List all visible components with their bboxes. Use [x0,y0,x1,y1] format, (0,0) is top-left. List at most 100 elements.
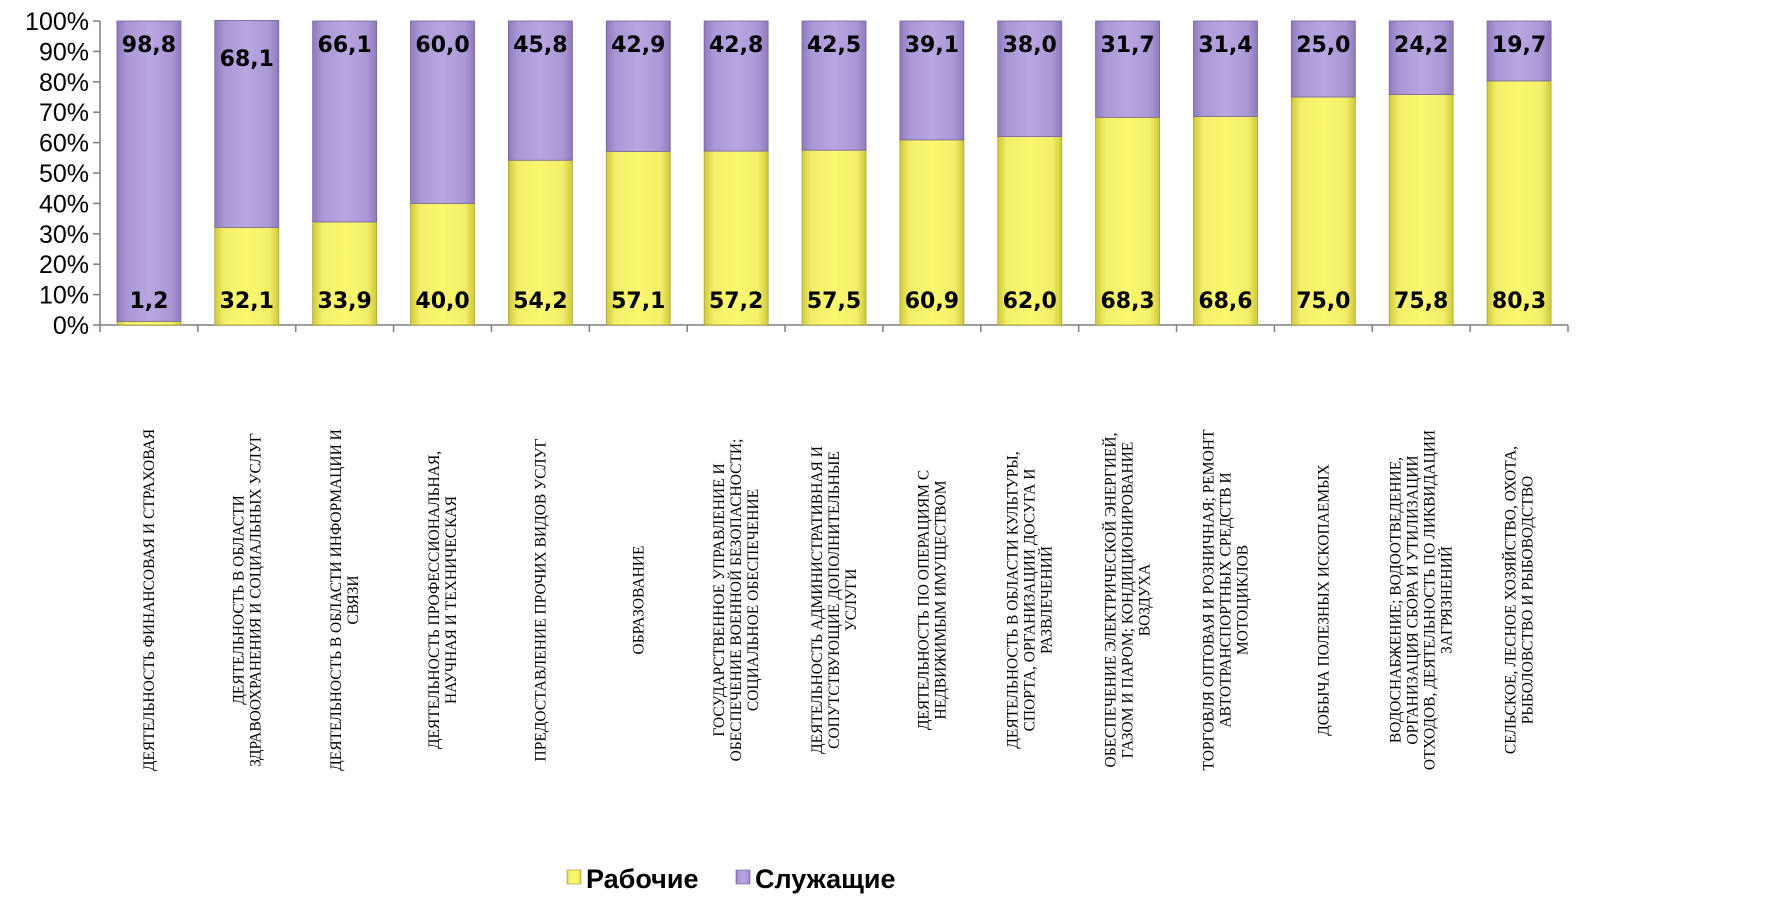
y-tick-label: 100% [25,8,89,36]
category-label: ДЕЯТЕЛЬНОСТЬ АДМИНИСТРАТИВНАЯ ИСОПУТСТВУ… [809,446,860,754]
data-label-workers: 75,8 [1394,289,1448,314]
bar-segment-employees [1193,20,1258,117]
svg-text:ОБЕСПЕЧЕНИЕ ЭЛЕКТРИЧЕСКОЙ ЭНЕР: ОБЕСПЕЧЕНИЕ ЭЛЕКТРИЧЕСКОЙ ЭНЕРГИЕЙ,ГАЗОМ… [1103,433,1154,768]
data-label-employees: 60,0 [415,33,469,58]
legend-label-employees: Служащие [755,864,896,894]
legend-item-workers: Рабочие [566,864,698,894]
svg-text:ГОСУДАРСТВЕННОЕ УПРАВЛЕНИЕ ИОБ: ГОСУДАРСТВЕННОЕ УПРАВЛЕНИЕ ИОБЕСПЕЧЕНИЕ … [711,439,762,762]
data-labels-layer: 1,2 98,8 32,1 68,1 33,9 66,1 40,0 60,0 54,2 45,8 5… [122,33,1546,314]
legend-item-employees: Служащие [735,864,896,894]
y-tick-label: 30% [39,221,89,249]
data-label-workers: 40,0 [415,289,469,314]
category-label: ОБРАЗОВАНИЕ [630,546,647,655]
y-tick-label: 70% [39,99,89,127]
legend-swatch-workers [566,869,582,885]
category-label: ДЕЯТЕЛЬНОСТЬ ПО ОПЕРАЦИЯМ СНЕДВИЖИМЫМ ИМ… [915,470,949,730]
data-label-employees: 24,2 [1394,33,1448,58]
bar-segment-employees [1095,20,1160,118]
bar-segment-workers [1388,94,1454,326]
category-label: СЕЛЬСКОЕ, ЛЕСНОЕ ХОЗЯЙСТВО, ОХОТА,РЫБОЛО… [1503,446,1537,754]
category-label: ДЕЯТЕЛЬНОСТЬ В ОБЛАСТИЗДРАВООХРАНЕНИЯ И … [230,433,264,767]
data-label-employees: 19,7 [1492,33,1546,58]
data-label-workers: 32,1 [220,289,274,314]
category-label: ВОДОСНАБЖЕНИЕ; ВОДООТВЕДЕНИЕ,ОРГАНИЗАЦИЯ… [1388,430,1456,770]
y-tick-label: 20% [39,251,89,279]
data-label-employees: 31,7 [1100,33,1154,58]
bar-segment-employees [410,20,475,204]
bar-segment-workers [703,150,769,326]
bar-segment-employees [214,19,280,228]
y-tick-label: 40% [39,190,89,218]
data-label-employees: 25,0 [1296,33,1350,58]
bar-segment-workers [605,151,671,326]
y-tick-label: 10% [39,282,89,310]
bar-segment-employees [899,20,965,141]
category-label: ДЕЯТЕЛЬНОСТЬ ФИНАНСОВАЯ И СТРАХОВАЯ [141,429,158,771]
svg-text:ТОРГОВЛЯ ОПТОВАЯ И РОЗНИЧНАЯ;: ТОРГОВЛЯ ОПТОВАЯ И РОЗНИЧНАЯ; РЕМОНТАВТО… [1200,429,1251,770]
bar-segment-workers [116,320,182,326]
data-label-workers: 1,2 [129,289,168,314]
bar-segment-workers [801,149,867,326]
bar-segment-workers [507,159,573,326]
category-label: ДОБЫЧА ПОЛЕЗНЫХ ИСКОПАЕМЫХ [1315,464,1332,736]
data-label-workers: 68,3 [1100,289,1154,314]
bar-segment-workers [899,139,965,326]
data-label-workers: 80,3 [1492,289,1546,314]
bar-segment-employees [703,20,769,152]
data-label-workers: 57,2 [709,289,763,314]
data-label-employees: 98,8 [122,33,176,58]
legend-label-workers: Рабочие [586,864,698,894]
bar-segment-employees [1388,20,1454,95]
svg-text:ОБРАЗОВАНИЕ: ОБРАЗОВАНИЕ [630,546,647,655]
data-label-workers: 60,9 [905,289,959,314]
svg-text:ПРЕДОСТАВЛЕНИЕ ПРОЧИХ ВИДОВ УС: ПРЕДОСТАВЛЕНИЕ ПРОЧИХ ВИДОВ УСЛУГ [532,438,549,761]
data-label-employees: 38,0 [1003,33,1057,58]
bar-segment-employees [507,20,573,161]
data-label-employees: 66,1 [318,33,372,58]
bar-segment-employees [116,20,182,322]
bar-segment-workers [410,202,475,326]
svg-text:ДЕЯТЕЛЬНОСТЬ ПО ОПЕРАЦИЯМ СНЕД: ДЕЯТЕЛЬНОСТЬ ПО ОПЕРАЦИЯМ СНЕДВИЖИМЫМ ИМ… [915,470,949,730]
data-label-workers: 62,0 [1003,289,1057,314]
svg-text:ДЕЯТЕЛЬНОСТЬ В ОБЛАСТИ ИНФОРМА: ДЕЯТЕЛЬНОСТЬ В ОБЛАСТИ ИНФОРМАЦИИ ИСВЯЗИ [328,429,362,771]
category-label: ГОСУДАРСТВЕННОЕ УПРАВЛЕНИЕ ИОБЕСПЕЧЕНИЕ … [711,439,762,762]
bar-segment-employees [997,20,1063,137]
bar-segment-employees [1290,20,1356,98]
y-tick-label: 90% [39,38,89,66]
svg-text:ВОДОСНАБЖЕНИЕ; ВОДООТВЕДЕНИЕ,О: ВОДОСНАБЖЕНИЕ; ВОДООТВЕДЕНИЕ,ОРГАНИЗАЦИЯ… [1388,430,1456,770]
bar-segment-workers [1193,116,1258,326]
y-tick-label: 50% [39,160,89,188]
bar-segment-workers [997,136,1063,326]
category-label: ОБЕСПЕЧЕНИЕ ЭЛЕКТРИЧЕСКОЙ ЭНЕРГИЕЙ,ГАЗОМ… [1103,433,1154,768]
data-label-workers: 33,9 [318,289,372,314]
svg-text:ДЕЯТЕЛЬНОСТЬ В ОБЛАСТИЗДРАВООХ: ДЕЯТЕЛЬНОСТЬ В ОБЛАСТИЗДРАВООХРАНЕНИЯ И … [230,433,264,767]
data-label-employees: 45,8 [513,33,567,58]
data-label-employees: 42,8 [709,33,763,58]
legend-swatch-employees [735,869,751,885]
bar-segment-employees [312,20,378,223]
svg-text:ДЕЯТЕЛЬНОСТЬ АДМИНИСТРАТИВНАЯ: ДЕЯТЕЛЬНОСТЬ АДМИНИСТРАТИВНАЯ ИСОПУТСТВУ… [809,446,860,754]
data-label-workers: 54,2 [513,289,567,314]
y-tick-label: 60% [39,130,89,158]
data-label-employees: 42,9 [611,33,665,58]
svg-text:ДЕЯТЕЛЬНОСТЬ В ОБЛАСТИ КУЛЬТУР: ДЕЯТЕЛЬНОСТЬ В ОБЛАСТИ КУЛЬТУРЫ,СПОРТА, … [1005,451,1056,748]
data-label-employees: 31,4 [1198,33,1252,58]
bar-segment-workers [214,227,280,326]
y-tick-label: 0% [53,312,89,340]
svg-text:ДЕЯТЕЛЬНОСТЬ ФИНАНСОВАЯ И СТРА: ДЕЯТЕЛЬНОСТЬ ФИНАНСОВАЯ И СТРАХОВАЯ [141,429,158,771]
data-label-employees: 68,1 [220,47,274,72]
data-label-employees: 39,1 [905,33,959,58]
data-label-workers: 57,1 [611,289,665,314]
bar-segment-workers [1486,80,1552,326]
category-label: ДЕЯТЕЛЬНОСТЬ ПРОФЕССИОНАЛЬНАЯ,НАУЧНАЯ И … [426,451,460,749]
data-label-workers: 68,6 [1198,289,1252,314]
bar-segment-workers [1095,116,1160,326]
bar-segment-workers [1290,96,1356,326]
category-label: ДЕЯТЕЛЬНОСТЬ В ОБЛАСТИ ИНФОРМАЦИИ ИСВЯЗИ [328,429,362,771]
legend: Рабочие Служащие [566,864,896,894]
svg-text:ДЕЯТЕЛЬНОСТЬ ПРОФЕССИОНАЛЬНАЯ,: ДЕЯТЕЛЬНОСТЬ ПРОФЕССИОНАЛЬНАЯ,НАУЧНАЯ И … [426,451,460,749]
bars-layer [116,19,1552,326]
category-label: ТОРГОВЛЯ ОПТОВАЯ И РОЗНИЧНАЯ; РЕМОНТАВТО… [1200,429,1251,770]
data-label-employees: 42,5 [807,33,861,58]
